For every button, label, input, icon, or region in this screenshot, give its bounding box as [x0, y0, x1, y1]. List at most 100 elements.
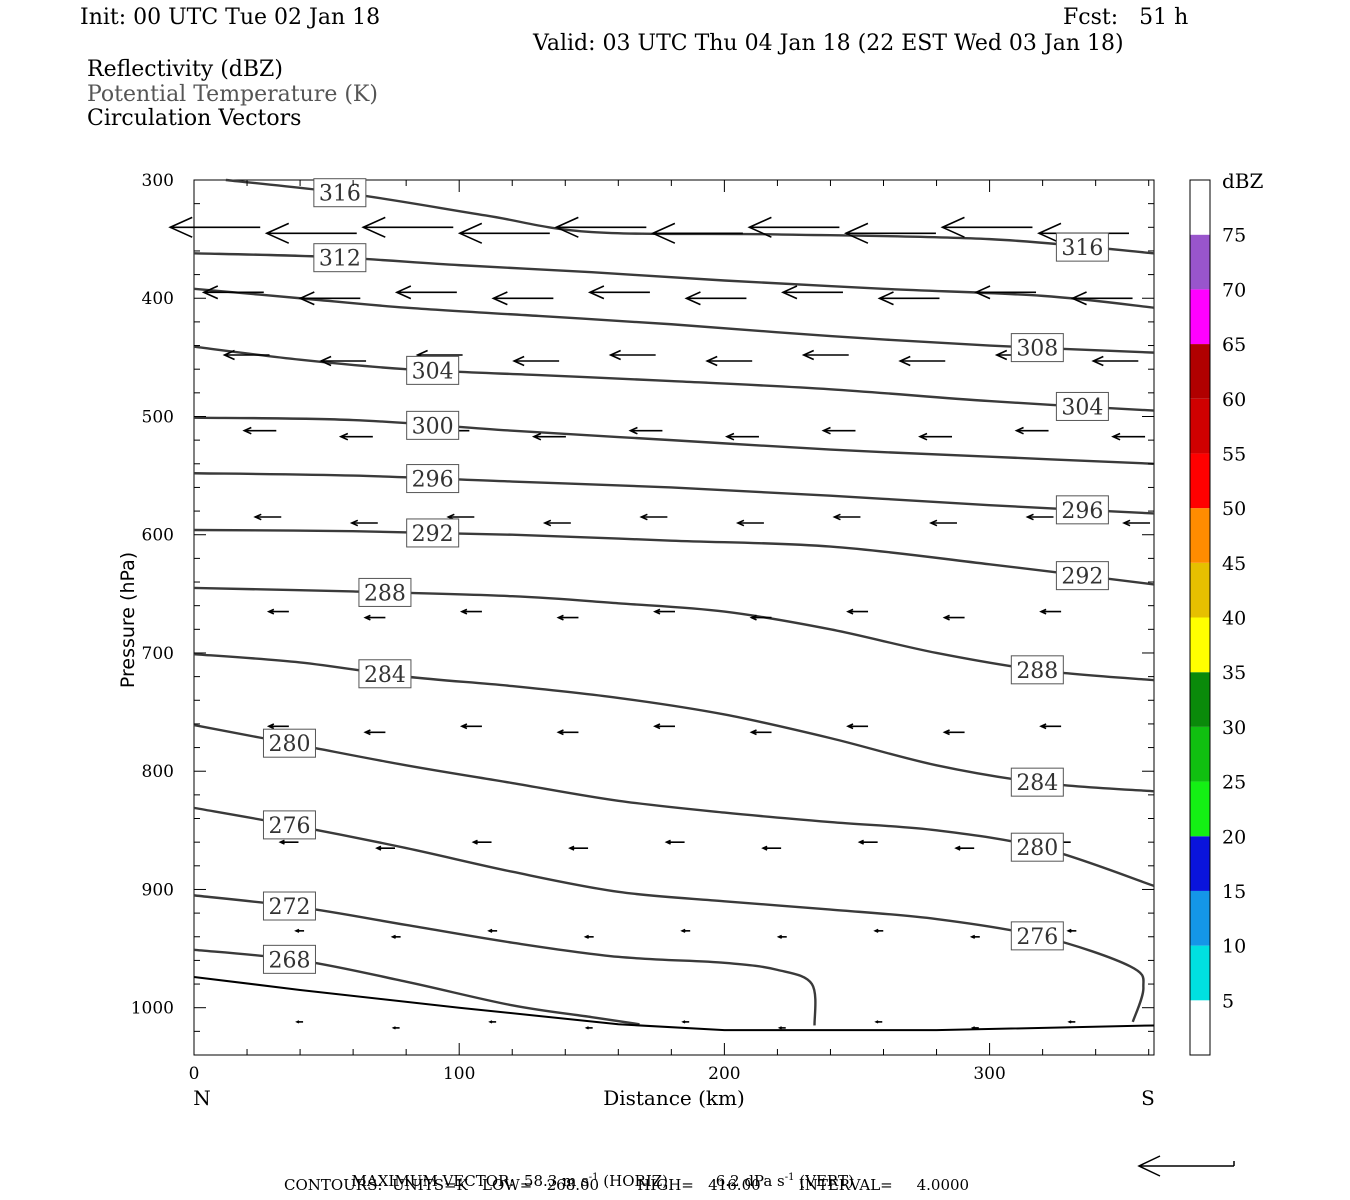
max-vector-suffix: (VERT) [794, 1172, 854, 1190]
theta-contour-276 [193, 806, 1145, 1023]
circulation-vector [242, 426, 277, 435]
circulation-vector [1066, 928, 1077, 933]
circulation-vector [684, 291, 747, 306]
circulation-vector [488, 1020, 497, 1024]
svg-text:280: 280 [1016, 836, 1058, 861]
circulation-vector [776, 934, 787, 939]
circulation-vector [874, 1020, 883, 1024]
colorbar-segment [1190, 1000, 1210, 1055]
theta-contour-284 [193, 652, 1155, 793]
contour-labels: 316 316 312 308 304 304 300 296 296 292 292 288 288 2… [262, 178, 1109, 974]
circulation-vector [349, 519, 378, 527]
circulation-vector [843, 222, 936, 244]
circulation-vector [361, 216, 454, 238]
contour-label: 316 [313, 178, 367, 208]
theta-contour-268 [193, 948, 640, 1026]
circulation-vector [705, 355, 753, 367]
dbz-colorbar: 5 10 15 20 25 30 35 40 45 50 55 60 65 70 75 [1189, 179, 1246, 1056]
colorbar-segment [1190, 890, 1210, 946]
svg-text:276: 276 [268, 814, 310, 839]
colorbar-label: 45 [1222, 553, 1246, 575]
circulation-vector [556, 614, 579, 621]
circulation-vector [970, 1026, 979, 1030]
contour-label: 304 [1055, 391, 1109, 421]
contour-label: 312 [313, 243, 367, 273]
plot-frame [193, 179, 1155, 1056]
colorbar-segment [1190, 508, 1210, 563]
contour-label: 268 [262, 944, 316, 974]
circulation-vector [1039, 723, 1062, 730]
circulation-vector [1122, 519, 1151, 527]
circulation-vector [653, 608, 675, 615]
circulation-vector [1014, 426, 1049, 435]
circulation-vector [587, 285, 650, 300]
contour-label: 292 [406, 518, 460, 548]
svg-text:288: 288 [364, 581, 406, 606]
circulation-vector [681, 1020, 690, 1024]
circulation-vector [168, 216, 261, 238]
colorbar-label: 60 [1222, 389, 1246, 411]
circulation-vector [761, 845, 782, 851]
field-potential-temperature: Potential Temperature (K) [87, 82, 378, 107]
y-tick-label: 800 [142, 762, 174, 782]
svg-text:292: 292 [1061, 565, 1103, 590]
max-vector-exp1: -1 [588, 1172, 599, 1183]
colorbar-label: 25 [1222, 772, 1246, 794]
circulation-vector [363, 614, 386, 621]
theta-contour-272 [193, 894, 817, 1026]
colorbar-segment [1190, 234, 1210, 290]
svg-text:316: 316 [319, 182, 361, 207]
colorbar-segment [1190, 344, 1210, 399]
x-axis: 0 100 200 300 [189, 180, 1150, 1084]
colorbar-label: 55 [1222, 443, 1246, 465]
y-tick-label: 300 [142, 171, 174, 191]
circulation-vector [725, 432, 759, 441]
circulation-vector [639, 513, 668, 521]
circulation-vectors [168, 216, 1151, 1030]
circulation-vector [487, 928, 498, 933]
contour-label: 284 [1010, 767, 1064, 797]
circulation-vector [942, 614, 965, 621]
circulation-vector [749, 729, 772, 736]
y-axis: 300 400 500 600 700 800 900 1000 [131, 171, 1154, 1056]
circulation-vector [832, 513, 861, 521]
y-tick-label: 600 [142, 526, 174, 546]
theta-contour-304 [193, 345, 1155, 412]
contour-label: 304 [406, 355, 460, 385]
colorbar-segment [1190, 289, 1210, 345]
circulation-vector [1039, 608, 1062, 615]
terrain [193, 975, 1155, 1032]
x-tick-label: 0 [189, 1064, 200, 1084]
circulation-vector [201, 285, 264, 300]
circulation-vector [491, 291, 554, 306]
colorbar-label: 75 [1222, 225, 1246, 247]
circulation-vector [298, 291, 361, 306]
terrain-line [193, 975, 1155, 1032]
circulation-vector [264, 222, 357, 244]
circulation-vector [568, 845, 589, 851]
colorbar-segment [1190, 672, 1210, 727]
circulation-vector [1067, 1020, 1076, 1024]
circulation-vector [363, 729, 386, 736]
colorbar-label: 50 [1222, 498, 1246, 520]
contour-label: 296 [406, 464, 460, 494]
circulation-vector [294, 928, 305, 933]
contour-label: 300 [406, 410, 460, 440]
circulation-vector [969, 934, 980, 939]
contour-label: 280 [262, 728, 316, 758]
circulation-vector [954, 845, 975, 851]
circulation-vector [608, 349, 656, 361]
circulation-vector [295, 1020, 304, 1024]
svg-text:296: 296 [412, 468, 454, 493]
circulation-vector [918, 432, 953, 441]
y-axis-label: Pressure (hPa) [117, 552, 139, 688]
svg-text:280: 280 [268, 732, 310, 757]
theta-contour-292 [193, 528, 1155, 586]
north-label: N [193, 1086, 211, 1110]
contour-label: 288 [1010, 655, 1064, 685]
circulation-vector [584, 1026, 593, 1030]
south-label: S [1141, 1086, 1155, 1110]
valid-time: Valid: 03 UTC Thu 04 Jan 18 (22 EST Wed … [533, 31, 1124, 56]
colorbar-segment [1190, 617, 1210, 673]
